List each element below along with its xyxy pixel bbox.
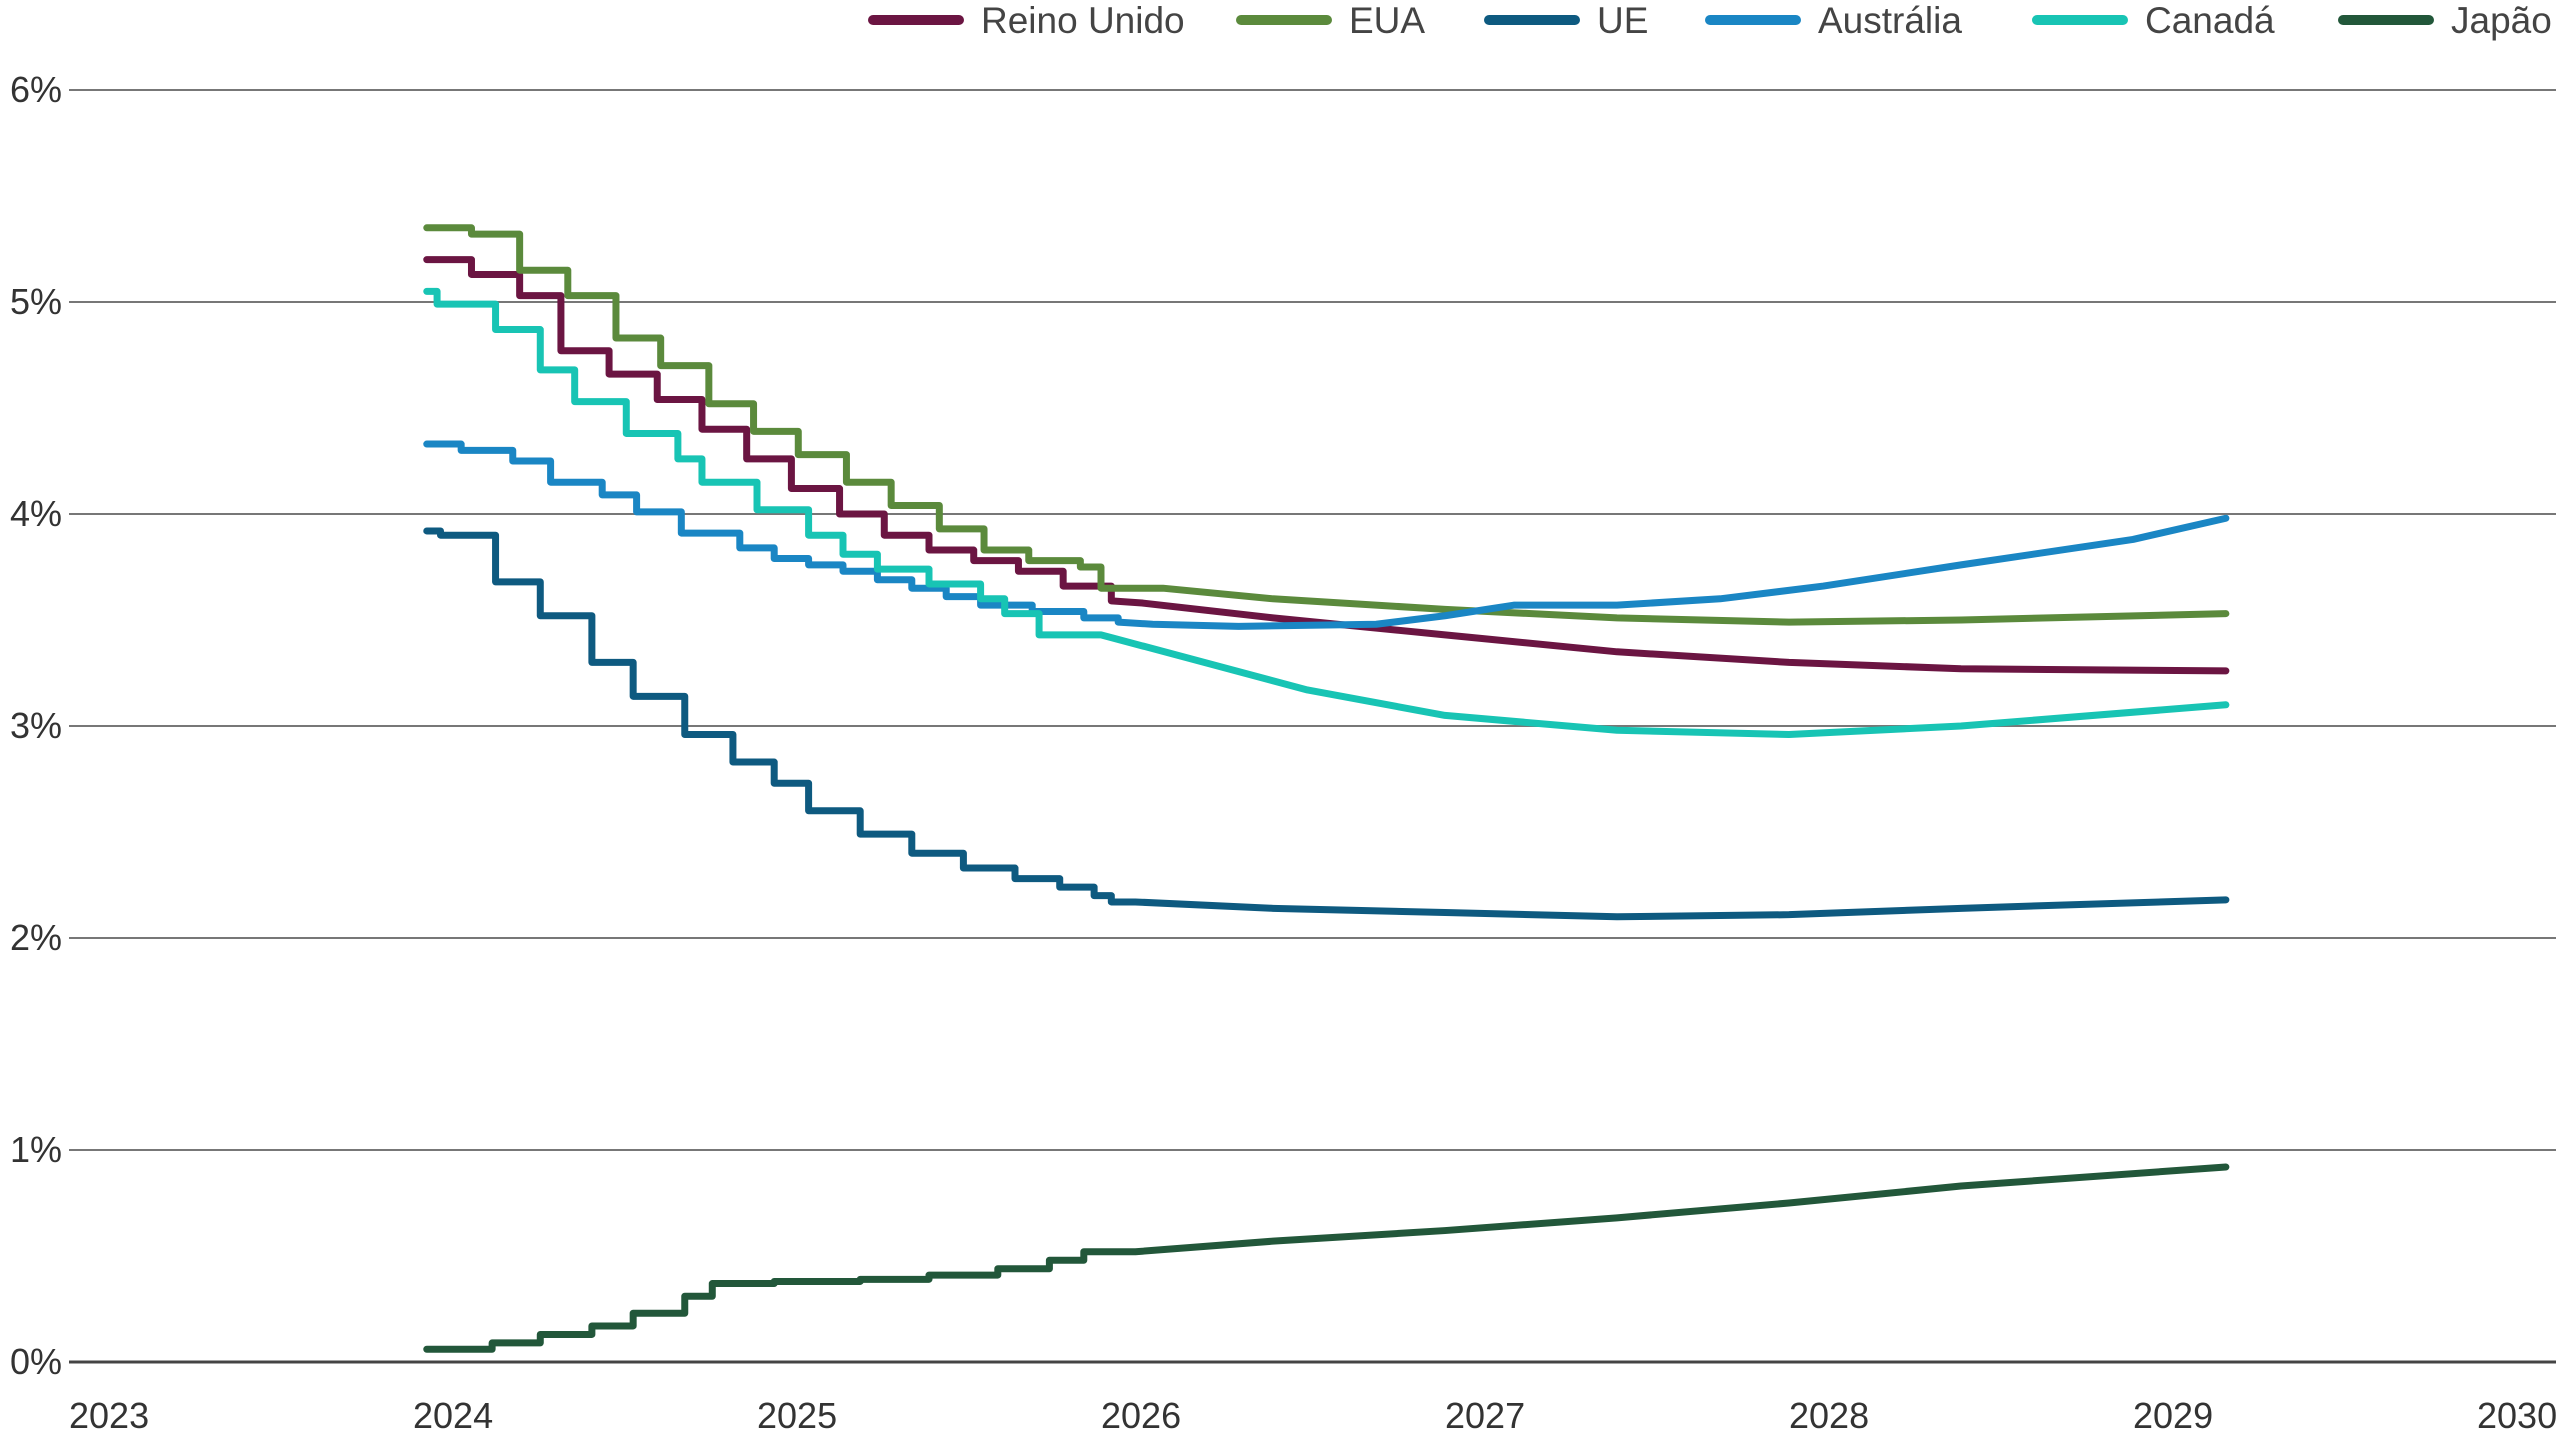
series-lines [423, 224, 2230, 1353]
series-line-0 [423, 256, 2230, 675]
series-line-1 [423, 224, 2230, 626]
legend-item: Japão [2338, 0, 2552, 41]
x-tick-label: 2029 [2133, 1395, 2213, 1436]
legend-item: Reino Unido [868, 0, 1185, 41]
y-tick-label: 4% [10, 493, 62, 534]
y-tick-label: 5% [10, 281, 62, 322]
y-axis-ticks: 0% 1% 2% 3% 4% 5% 6% [10, 69, 62, 1382]
legend-label: EUA [1349, 0, 1425, 41]
x-tick-label: 2026 [1101, 1395, 1181, 1436]
series-line-5 [423, 1163, 2230, 1353]
x-tick-label: 2025 [757, 1395, 837, 1436]
x-tick-label: 2030 [2477, 1395, 2557, 1436]
legend-item: Austrália [1705, 0, 1962, 41]
legend-label: Japão [2451, 0, 2552, 41]
legend-item: EUA [1236, 0, 1425, 41]
legend: Reino Unido EUA UE Austrália Canadá Japão [868, 0, 2552, 41]
legend-label: UE [1597, 0, 1648, 41]
x-axis-ticks: 2023 2024 2025 2026 2027 2028 2029 2030 [69, 1395, 2557, 1436]
y-tick-label: 3% [10, 705, 62, 746]
y-tick-label: 0% [10, 1341, 62, 1382]
series-line-4 [423, 287, 2230, 738]
x-tick-label: 2028 [1789, 1395, 1869, 1436]
legend-label: Reino Unido [981, 0, 1185, 41]
legend-label: Austrália [1818, 0, 1962, 41]
series-line-3 [423, 440, 2230, 630]
y-tick-label: 1% [10, 1129, 62, 1170]
x-tick-label: 2027 [1445, 1395, 1525, 1436]
legend-label: Canadá [2145, 0, 2275, 41]
y-tick-label: 2% [10, 917, 62, 958]
x-tick-label: 2024 [413, 1395, 493, 1436]
series-line-2 [423, 527, 2230, 921]
legend-item: Canadá [2032, 0, 2275, 41]
x-tick-label: 2023 [69, 1395, 149, 1436]
legend-item: UE [1484, 0, 1648, 41]
y-tick-label: 6% [10, 69, 62, 110]
